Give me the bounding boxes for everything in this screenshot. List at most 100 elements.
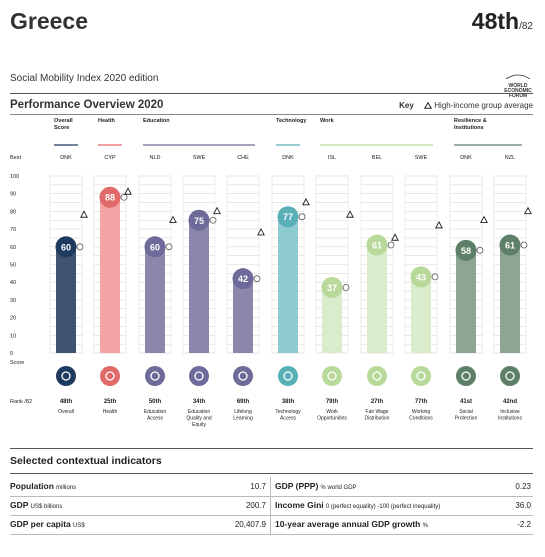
score-bar	[411, 276, 431, 353]
rank-label: 41st	[460, 399, 472, 405]
best-country-label: DNK	[460, 155, 472, 161]
indicator-gdp: GDP US$ billions 200.7	[10, 496, 266, 514]
score-label: 88	[105, 193, 115, 203]
y-tick-label: 20	[10, 316, 16, 322]
pillar-label: Working	[412, 409, 430, 415]
graduation-cap-icon	[145, 366, 165, 386]
pillar-label: Opportunities	[317, 416, 347, 422]
pillar-label: Access	[280, 416, 297, 422]
score-bubble	[55, 236, 77, 258]
pillar-label: Protection	[455, 416, 478, 422]
indicator-label: GDP per capita	[10, 519, 71, 529]
y-tick-label: 50	[10, 263, 16, 269]
y-tick-label: 60	[10, 245, 16, 251]
icon-glyph	[416, 371, 426, 381]
rank-label: 25th	[104, 399, 117, 405]
high-income-average-marker	[480, 215, 488, 224]
high-income-average-marker	[257, 227, 265, 236]
pillar-label: Overall	[58, 409, 74, 415]
rank-value: 48th	[471, 8, 520, 34]
best-country-label: SWE	[415, 155, 428, 161]
high-income-average-marker	[524, 206, 532, 215]
indicator-label: Income Gini	[275, 500, 324, 510]
score-bar	[189, 220, 209, 353]
score-label: 60	[150, 242, 160, 252]
pillar-label: Lifelong	[234, 409, 252, 415]
wef-line-1: WORLD	[508, 83, 528, 89]
score-bubble	[499, 234, 521, 256]
legend-key-text: High-income group average	[434, 101, 533, 110]
high-income-average-marker	[391, 233, 399, 241]
score-bar	[456, 250, 476, 353]
book-icon	[233, 366, 253, 386]
high-income-average-marker	[169, 215, 177, 224]
rank-axis-label: Rank /82	[10, 399, 32, 405]
header-divider	[10, 93, 533, 94]
indicator-value: 20,407.9	[234, 519, 266, 529]
score-marker	[476, 246, 484, 254]
score-bubble	[321, 277, 343, 299]
icon-glyph	[61, 371, 71, 381]
indicator-label: GDP	[10, 500, 29, 510]
pillar-label: Access	[147, 416, 164, 422]
score-marker	[342, 284, 350, 291]
score-label: 43	[416, 272, 426, 282]
score-bar	[56, 246, 76, 353]
wef-line-3: FORUM	[508, 93, 528, 99]
score-marker	[120, 193, 128, 201]
y-tick-label: 30	[10, 298, 16, 304]
best-country-label: BEL	[372, 155, 382, 161]
rank-label: 38th	[282, 399, 295, 405]
rank-label: 50th	[149, 399, 162, 405]
pillar-label: Health	[103, 409, 118, 415]
score-bubble	[277, 206, 299, 228]
rank-label: 34th	[193, 399, 206, 405]
score-label: 75	[194, 216, 204, 226]
perf-divider	[10, 114, 533, 115]
score-marker	[520, 241, 528, 249]
icon-glyph	[150, 371, 160, 381]
y-axis-title: Score	[10, 360, 24, 366]
high-income-average-marker	[213, 206, 221, 215]
pillar-label: Quality and	[186, 416, 212, 422]
indicator-gdp-per-capita: GDP per capita US$ 20,407.9	[10, 515, 266, 533]
context-top-divider	[10, 448, 533, 449]
pillar-label: Equity	[192, 422, 206, 428]
pillar-label: Social	[459, 409, 473, 415]
y-tick-label: 100	[10, 174, 19, 180]
rank-total: /82	[519, 21, 533, 32]
score-marker	[76, 243, 84, 251]
indicator-value: 36.0	[515, 500, 531, 510]
score-bar	[367, 245, 387, 353]
score-bar	[500, 245, 520, 353]
context-divider	[10, 473, 533, 474]
y-tick-label: 0	[10, 351, 13, 357]
indicator-value: 0.23	[515, 481, 531, 491]
score-marker	[387, 241, 395, 249]
icon-glyph	[505, 371, 515, 381]
rank-label: 77th	[415, 399, 428, 405]
y-tick-label: 70	[10, 227, 16, 233]
score-label: 37	[327, 283, 337, 293]
indicator-gdp-ppp: GDP (PPP) % world GDP 0.23	[275, 477, 531, 495]
best-label: Best	[10, 155, 21, 161]
context-column-divider	[270, 477, 271, 534]
pillar-label: Work	[326, 409, 338, 415]
icon-glyph	[461, 371, 471, 381]
icon-glyph	[105, 371, 115, 381]
score-marker	[253, 275, 261, 283]
best-country-label: DNK	[60, 155, 72, 161]
high-income-average-marker	[80, 210, 88, 218]
group-label: Overall	[54, 118, 73, 124]
score-bubble	[188, 209, 210, 231]
score-marker	[165, 243, 173, 251]
group-label: Technology	[276, 118, 307, 124]
context-title: Selected contextual indicators	[10, 455, 162, 467]
indicator-unit: 0 (perfect equality) -100 (perfect inequ…	[325, 504, 441, 510]
score-bubble	[232, 268, 254, 290]
edition-label: Social Mobility Index 2020 edition	[10, 73, 159, 84]
context-row-divider	[10, 534, 533, 535]
indicator-value: -2.2	[517, 519, 531, 529]
score-label: 77	[283, 212, 293, 222]
icon-glyph	[327, 371, 337, 381]
